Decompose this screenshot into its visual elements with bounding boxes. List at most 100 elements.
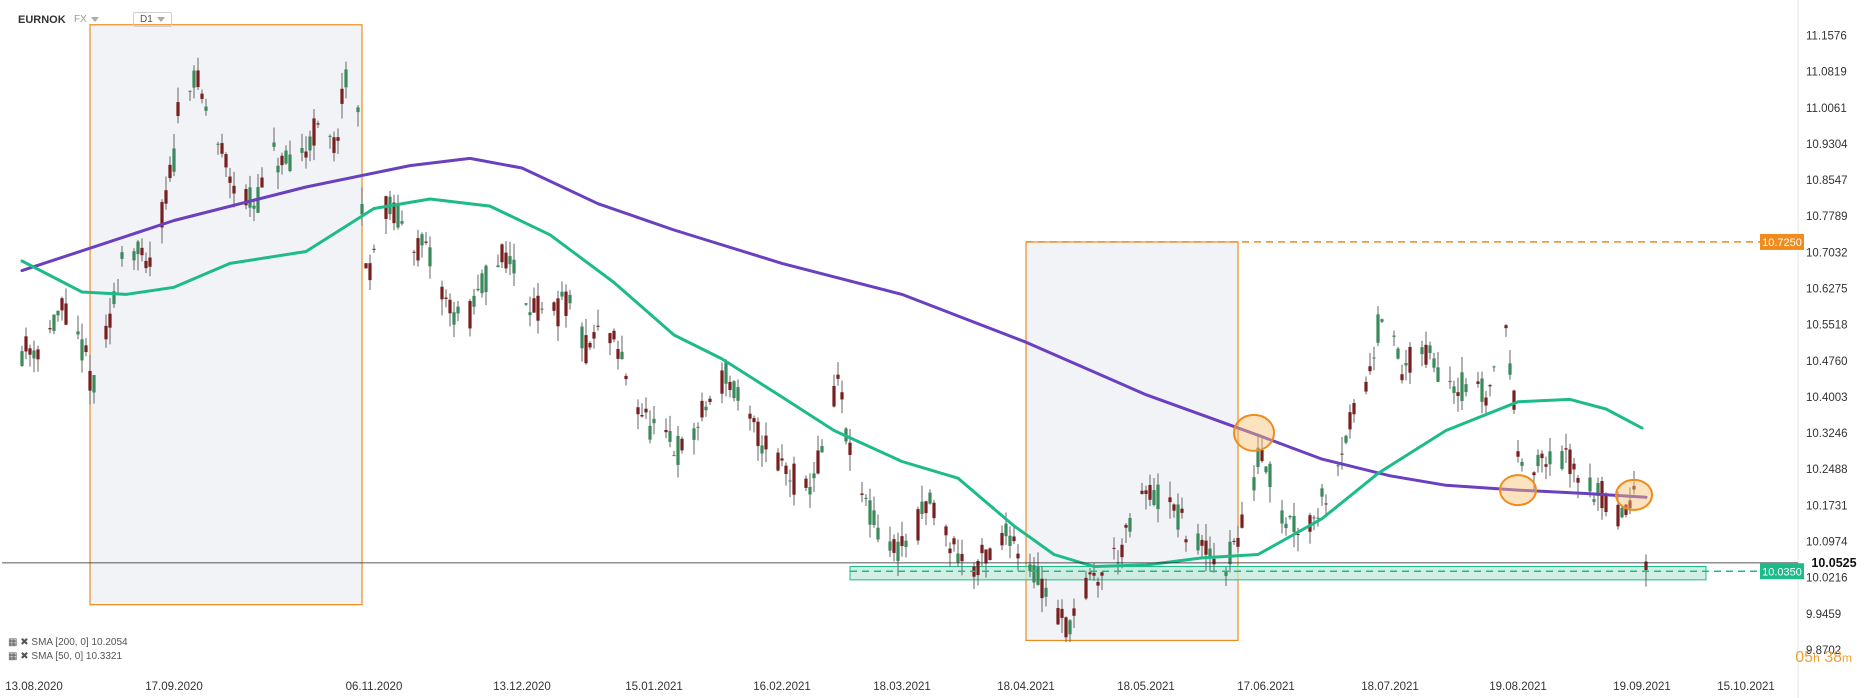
candle-body	[1568, 449, 1572, 475]
candle-body	[1456, 392, 1460, 396]
candle	[1112, 537, 1116, 560]
candle	[1336, 462, 1340, 477]
candle-body	[1492, 366, 1496, 368]
candle-body	[864, 497, 868, 499]
close-icon[interactable]: ✖	[20, 637, 29, 648]
candle	[1464, 378, 1468, 397]
candle	[524, 302, 528, 306]
candle	[1392, 330, 1396, 347]
candle-body	[1512, 390, 1516, 410]
candle	[1292, 502, 1296, 548]
candle	[664, 418, 668, 439]
candle	[808, 473, 812, 508]
candle-body	[1352, 402, 1356, 415]
candle	[172, 133, 176, 177]
candle	[552, 301, 556, 316]
candle	[336, 128, 340, 155]
candle-body	[664, 429, 668, 433]
candle-body	[872, 510, 876, 526]
candle-body	[1320, 488, 1324, 497]
candle-body	[1036, 566, 1040, 585]
candle	[368, 254, 372, 291]
candle	[1252, 465, 1256, 502]
candle-body	[1072, 608, 1076, 616]
market-selector[interactable]: FX	[74, 14, 99, 25]
candle-body	[1396, 348, 1400, 359]
legend-sma50[interactable]: ▦ ✖ SMA [50, 0] 10.3321	[8, 651, 122, 662]
candle	[1064, 616, 1068, 643]
candle-body	[748, 413, 752, 419]
candle	[416, 229, 420, 267]
candle-body	[764, 435, 768, 450]
candle-body	[192, 70, 196, 88]
candle	[972, 562, 976, 589]
candle-body	[888, 541, 892, 551]
candle-body	[108, 313, 112, 328]
candle	[1456, 377, 1460, 412]
candle-body	[84, 345, 88, 353]
timer-hours: 05	[1795, 649, 1814, 666]
candle	[1084, 570, 1088, 601]
candle-body	[1544, 464, 1548, 467]
candle	[396, 194, 400, 230]
candle	[92, 374, 96, 404]
candle	[560, 281, 564, 301]
candle-body	[416, 238, 420, 261]
candle	[960, 539, 964, 576]
candle-body	[1336, 465, 1340, 467]
candle-body	[288, 154, 292, 172]
candle	[1476, 371, 1480, 388]
candle-body	[496, 265, 500, 268]
candle-body	[36, 349, 40, 360]
annotation-circles	[1233, 413, 1653, 511]
candle	[232, 171, 236, 208]
candle	[1344, 434, 1348, 445]
candle	[1236, 525, 1240, 553]
candle-body	[1324, 503, 1328, 505]
candle	[272, 127, 276, 152]
timeframe-selector[interactable]: D1	[133, 12, 172, 27]
candle-body	[612, 330, 616, 340]
candle-body	[1260, 450, 1264, 461]
candle	[496, 254, 500, 268]
candle	[680, 436, 684, 454]
candle	[1044, 578, 1048, 607]
x-tick-label: 13.12.2020	[493, 681, 551, 693]
candle-body	[1204, 540, 1208, 555]
candle-body	[1252, 477, 1256, 491]
close-icon[interactable]: ✖	[20, 651, 29, 662]
candle-body	[532, 298, 536, 313]
candle-body	[160, 201, 164, 228]
candle	[644, 397, 648, 419]
candle	[196, 57, 200, 90]
legend-sma200[interactable]: ▦ ✖ SMA [200, 0] 10.2054	[8, 637, 128, 648]
y-tick-label: 10.3246	[1806, 428, 1848, 440]
candle	[1280, 499, 1284, 534]
candle-body	[508, 256, 512, 265]
candle	[692, 422, 696, 455]
candle	[1268, 461, 1272, 503]
candle-body	[1168, 497, 1172, 503]
candle-body	[916, 509, 920, 541]
candle-body	[1592, 499, 1596, 502]
settings-icon[interactable]: ▦	[8, 637, 18, 648]
candle	[1576, 475, 1580, 499]
candle	[724, 359, 728, 397]
candle	[760, 435, 764, 467]
support-zone	[849, 565, 1707, 581]
candle	[592, 324, 596, 349]
candle	[580, 322, 584, 362]
candle	[448, 293, 452, 327]
settings-icon[interactable]: ▦	[8, 651, 18, 662]
x-tick-label: 18.05.2021	[1117, 681, 1175, 693]
candle-body	[176, 102, 180, 117]
price-label-resistance: 10.7250	[1760, 233, 1804, 250]
candle	[48, 320, 52, 334]
candle	[84, 338, 88, 357]
candle	[1616, 491, 1620, 530]
candle	[420, 232, 424, 258]
candle	[176, 87, 180, 124]
candle-body	[728, 381, 732, 391]
candle-body	[284, 150, 288, 164]
